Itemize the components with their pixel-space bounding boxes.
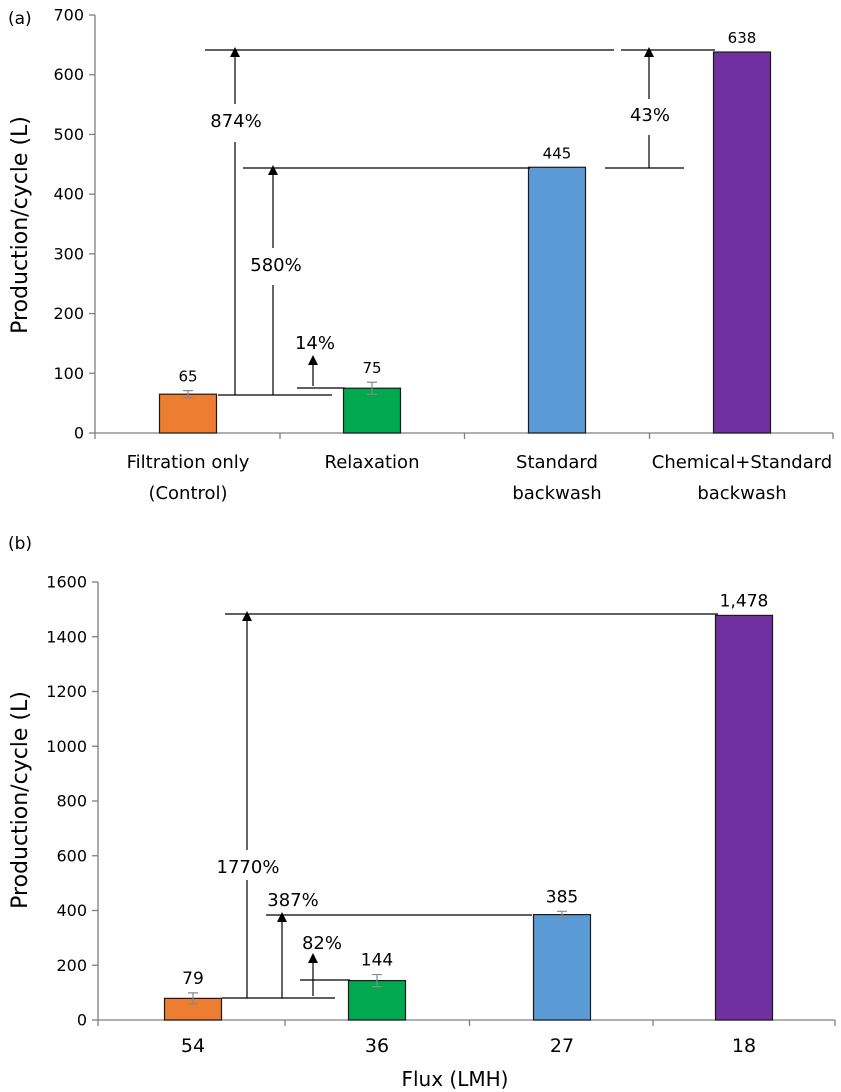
data-label: 638 (728, 29, 757, 47)
error-bars-a (183, 381, 377, 399)
panel-label-a: (a) (8, 9, 32, 29)
axes-a (94, 15, 834, 439)
data-label: 385 (546, 887, 578, 907)
y-tick-label: 200 (53, 304, 84, 323)
y-tick-label: 1600 (46, 573, 87, 592)
annotation-1770: 1770% (217, 857, 280, 878)
y-ticks-b: 0 200 400 600 800 1000 1200 1400 1600 (46, 573, 98, 1030)
y-tick-label: 800 (56, 792, 87, 811)
category-label: backwash (697, 483, 786, 504)
x-axis-label-b: Flux (LMH) (402, 1067, 509, 1091)
data-label: 445 (543, 144, 572, 162)
y-tick-label: 1400 (46, 627, 87, 646)
category-label: 18 (732, 1035, 756, 1057)
category-labels-b: 54 36 27 18 (181, 1035, 756, 1057)
category-label: backwash (512, 483, 601, 504)
y-tick-label: 500 (53, 125, 84, 144)
bar (527, 166, 587, 434)
category-label: Chemical+Standard (652, 452, 832, 473)
category-labels-a: Filtration only (Control) Relaxation Standa… (127, 452, 833, 504)
bar (158, 393, 218, 434)
y-tick-label: 0 (77, 1011, 87, 1030)
value-labels-b: 79 144 385 1,478 (182, 591, 768, 989)
bars-a (158, 51, 772, 434)
bar (342, 387, 402, 434)
y-tick-label: 1200 (46, 682, 87, 701)
annotation-14: 14% (295, 333, 335, 354)
chart-panel-b: (b) Production/cycle (L) Flux (LMH) 0 200… (8, 534, 836, 1091)
category-label: Relaxation (325, 452, 420, 473)
annotation-874: 874% (210, 111, 261, 132)
data-label: 75 (362, 359, 381, 377)
annotation-387: 387% (267, 890, 318, 911)
value-labels-a: 65 75 445 638 (178, 29, 756, 386)
data-label: 1,478 (720, 591, 769, 611)
annotation-580: 580% (250, 255, 301, 276)
category-label: 54 (181, 1035, 205, 1057)
error-bar (372, 973, 382, 988)
y-tick-label: 600 (56, 846, 87, 865)
bars-b (163, 614, 774, 1021)
category-label: Filtration only (127, 452, 250, 473)
annotations-b: 1770% 387% 82% (217, 611, 718, 999)
y-tick-label: 0 (74, 424, 84, 443)
panel-label-b: (b) (8, 534, 32, 554)
chart-panel-a: (a) Production/cycle (L) 0 100 200 300 400 50… (8, 6, 834, 504)
y-axis-label-a: Production/cycle (L) (8, 116, 33, 334)
y-tick-label: 200 (56, 956, 87, 975)
y-tick-label: 600 (53, 65, 84, 84)
annotations-a: 874% 580% 14% 43% (205, 47, 715, 396)
bar (714, 614, 774, 1021)
category-label: 27 (550, 1035, 574, 1057)
error-bar (183, 390, 193, 399)
category-label: 36 (365, 1035, 389, 1057)
error-bar (188, 992, 198, 1005)
y-tick-label: 300 (53, 244, 84, 263)
annotation-43: 43% (630, 105, 670, 126)
bar (532, 914, 592, 1021)
y-tick-label: 100 (53, 364, 84, 383)
data-label: 65 (178, 368, 197, 386)
annotation-82: 82% (302, 933, 342, 954)
error-bar (557, 910, 567, 919)
y-tick-label: 400 (53, 185, 84, 204)
category-label: Standard (516, 452, 598, 473)
bar (712, 51, 772, 434)
data-label: 144 (361, 951, 393, 971)
error-bars-b (188, 910, 567, 1005)
y-tick-label: 700 (53, 6, 84, 25)
data-label: 79 (182, 969, 204, 989)
y-tick-label: 400 (56, 901, 87, 920)
y-ticks-a: 0 100 200 300 400 500 600 700 (53, 6, 95, 443)
y-axis-label-b: Production/cycle (L) (8, 691, 33, 909)
y-tick-label: 1000 (46, 737, 87, 756)
category-label: (Control) (148, 483, 227, 504)
error-bar (367, 381, 377, 395)
